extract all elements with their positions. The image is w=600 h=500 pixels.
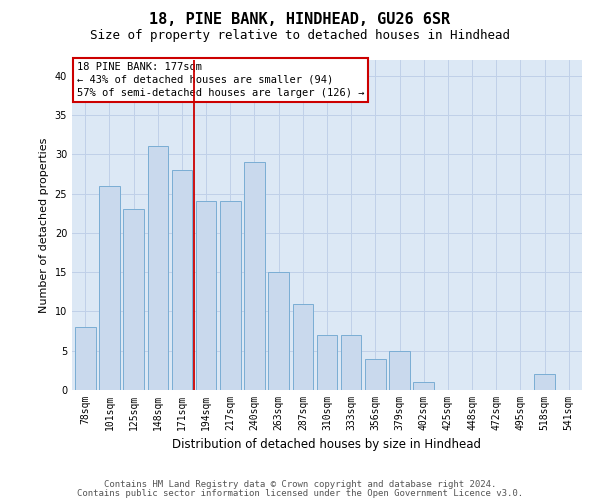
Text: Size of property relative to detached houses in Hindhead: Size of property relative to detached ho… [90,29,510,42]
Bar [317,335,337,390]
Bar [365,358,386,390]
Bar [293,304,313,390]
Text: Contains public sector information licensed under the Open Government Licence v3: Contains public sector information licen… [77,488,523,498]
Bar [534,374,555,390]
Bar [341,335,361,390]
Bar [413,382,434,390]
Text: Contains HM Land Registry data © Crown copyright and database right 2024.: Contains HM Land Registry data © Crown c… [104,480,496,489]
Bar [268,272,289,390]
X-axis label: Distribution of detached houses by size in Hindhead: Distribution of detached houses by size … [173,438,482,452]
Bar [389,350,410,390]
Text: 18, PINE BANK, HINDHEAD, GU26 6SR: 18, PINE BANK, HINDHEAD, GU26 6SR [149,12,451,28]
Bar [244,162,265,390]
Text: 18 PINE BANK: 177sqm
← 43% of detached houses are smaller (94)
57% of semi-detac: 18 PINE BANK: 177sqm ← 43% of detached h… [77,62,365,98]
Bar [220,202,241,390]
Y-axis label: Number of detached properties: Number of detached properties [39,138,49,312]
Bar [196,202,217,390]
Bar [148,146,168,390]
Bar [99,186,120,390]
Bar [124,210,144,390]
Bar [75,327,95,390]
Bar [172,170,192,390]
